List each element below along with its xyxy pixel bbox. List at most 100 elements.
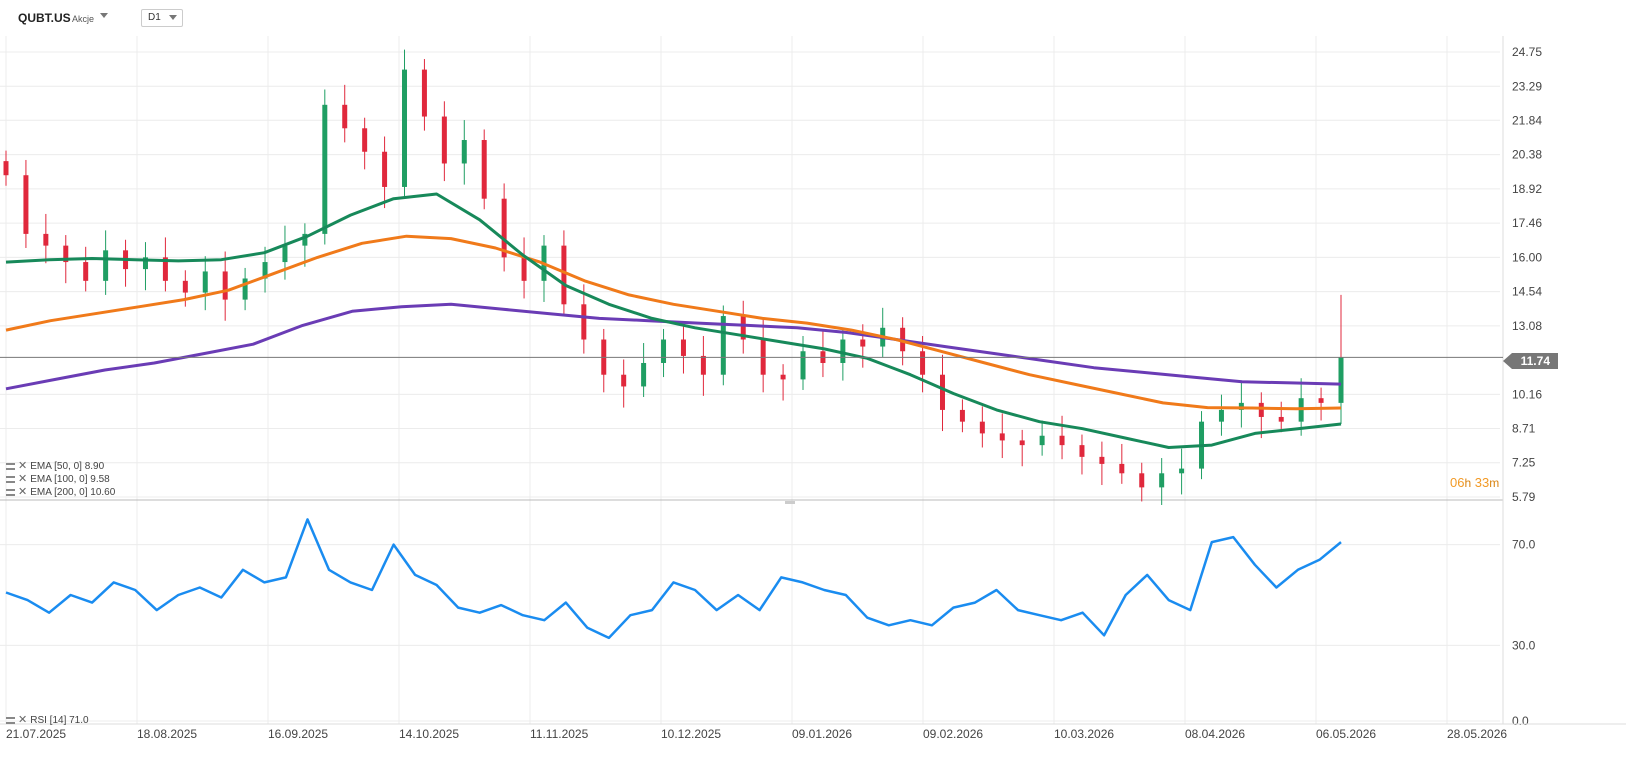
date-tick-label: 10.12.2025	[661, 727, 721, 741]
candle-body	[641, 362, 647, 387]
candle-body	[581, 304, 587, 340]
candle-body	[860, 339, 866, 347]
legend-ema100[interactable]: ✕ EMA [100, 0] 9.58	[6, 474, 110, 485]
close-icon[interactable]: ✕	[18, 714, 28, 726]
candle-body	[3, 161, 9, 176]
countdown-hours: 06	[1450, 475, 1465, 490]
candle-body	[461, 140, 467, 164]
candle-body	[700, 355, 706, 375]
candle-body	[83, 262, 89, 281]
date-tick-label: 09.01.2026	[792, 727, 852, 741]
candle-body	[939, 374, 945, 410]
candle-body	[441, 116, 447, 164]
candle-body	[661, 339, 667, 363]
candle-body	[1119, 463, 1125, 474]
countdown-hours-unit: h	[1464, 476, 1472, 490]
candle-body	[1039, 435, 1045, 446]
price-tick-label: 17.46	[1512, 216, 1542, 230]
candle-body	[362, 128, 368, 152]
candle-body	[302, 233, 308, 246]
rsi-line	[5, 518, 1342, 640]
instrument-type: Akcje	[72, 14, 95, 24]
candle-body	[23, 175, 29, 234]
close-icon[interactable]: ✕	[18, 486, 28, 498]
close-icon[interactable]: ✕	[18, 473, 28, 485]
candle-body	[402, 69, 408, 187]
candle-body	[920, 351, 926, 375]
candle-body	[1179, 468, 1185, 474]
candle-body	[780, 374, 786, 380]
rsi-tick-label: 70.0	[1512, 538, 1536, 552]
date-tick-label: 21.07.2025	[6, 727, 66, 741]
candle-body	[222, 271, 228, 300]
countdown-minutes: 33	[1474, 475, 1490, 490]
candle-body	[800, 351, 806, 380]
panel-resize-handle	[785, 501, 795, 504]
candle-body	[382, 151, 388, 187]
legend-label: EMA [100, 0] 9.58	[30, 474, 110, 485]
legend-ema50[interactable]: ✕ EMA [50, 0] 8.90	[6, 461, 104, 472]
chevron-down-icon	[169, 15, 177, 20]
candle-body	[840, 339, 846, 363]
current-price-tag: 11.74	[1503, 353, 1558, 369]
date-tick-label: 09.02.2026	[923, 727, 983, 741]
timeframe-value: D1	[148, 12, 161, 23]
date-tick-label: 16.09.2025	[268, 727, 328, 741]
candle-body	[1258, 402, 1264, 417]
date-tick-label: 06.05.2026	[1316, 727, 1376, 741]
candle-body	[501, 198, 507, 258]
price-tick-label: 16.00	[1512, 250, 1542, 264]
legend-rsi[interactable]: ✕ RSI [14] 71.0	[6, 715, 89, 726]
date-tick-label: 08.04.2026	[1185, 727, 1245, 741]
chart-header: QUBT.US Akcje D1	[0, 0, 1626, 36]
ema100-line	[5, 234, 1342, 411]
settings-icon[interactable]	[6, 476, 15, 483]
candle-body	[740, 316, 746, 340]
settings-icon[interactable]	[6, 463, 15, 470]
date-tick-label: 14.10.2025	[399, 727, 459, 741]
candle-body	[1318, 398, 1324, 403]
timeframe-select[interactable]: D1	[141, 9, 183, 27]
price-tick-label: 8.71	[1512, 421, 1536, 435]
candle-body	[142, 257, 148, 270]
date-tick-label: 11.11.2025	[530, 727, 589, 741]
candle-body	[561, 245, 567, 305]
candle-body	[1338, 357, 1344, 403]
candle-body	[103, 250, 109, 281]
candle-body	[1218, 409, 1224, 422]
candle-body	[1079, 445, 1085, 457]
symbol-name[interactable]: QUBT.US	[18, 11, 71, 25]
candle-body	[202, 271, 208, 293]
candle-body	[43, 233, 49, 246]
ema50-line	[5, 192, 1342, 449]
price-tick-label: 18.92	[1512, 182, 1542, 196]
candle-body	[959, 409, 965, 422]
candle-body	[720, 316, 726, 375]
candle-body	[63, 245, 69, 263]
price-tick-label: 5.79	[1512, 490, 1536, 504]
close-icon[interactable]: ✕	[18, 460, 28, 472]
candle-body	[979, 421, 985, 434]
legend-label: EMA [50, 0] 8.90	[30, 461, 105, 472]
symbol-dropdown-icon[interactable]	[100, 13, 108, 18]
price-tick-label: 23.29	[1512, 79, 1542, 93]
settings-icon[interactable]	[6, 717, 15, 724]
candle-body	[262, 262, 268, 279]
legend-ema200[interactable]: ✕ EMA [200, 0] 10.60	[6, 487, 115, 498]
candle-body	[182, 280, 188, 293]
settings-icon[interactable]	[6, 489, 15, 496]
candle-body	[1019, 440, 1025, 446]
price-tick-label: 21.84	[1512, 113, 1542, 127]
rsi-tick-label: 30.0	[1512, 638, 1536, 652]
legend-label: EMA [200, 0] 10.60	[30, 487, 116, 498]
date-tick-label: 28.05.2026	[1447, 727, 1507, 741]
candle-body	[1238, 402, 1244, 410]
ema200-line	[5, 302, 1342, 391]
price-tick-label: 10.16	[1512, 387, 1542, 401]
legend-label: RSI [14] 71.0	[30, 715, 89, 726]
candle-body	[342, 104, 348, 129]
candle-body	[999, 433, 1005, 441]
candle-body	[162, 257, 168, 281]
date-tick-label: 10.03.2026	[1054, 727, 1114, 741]
